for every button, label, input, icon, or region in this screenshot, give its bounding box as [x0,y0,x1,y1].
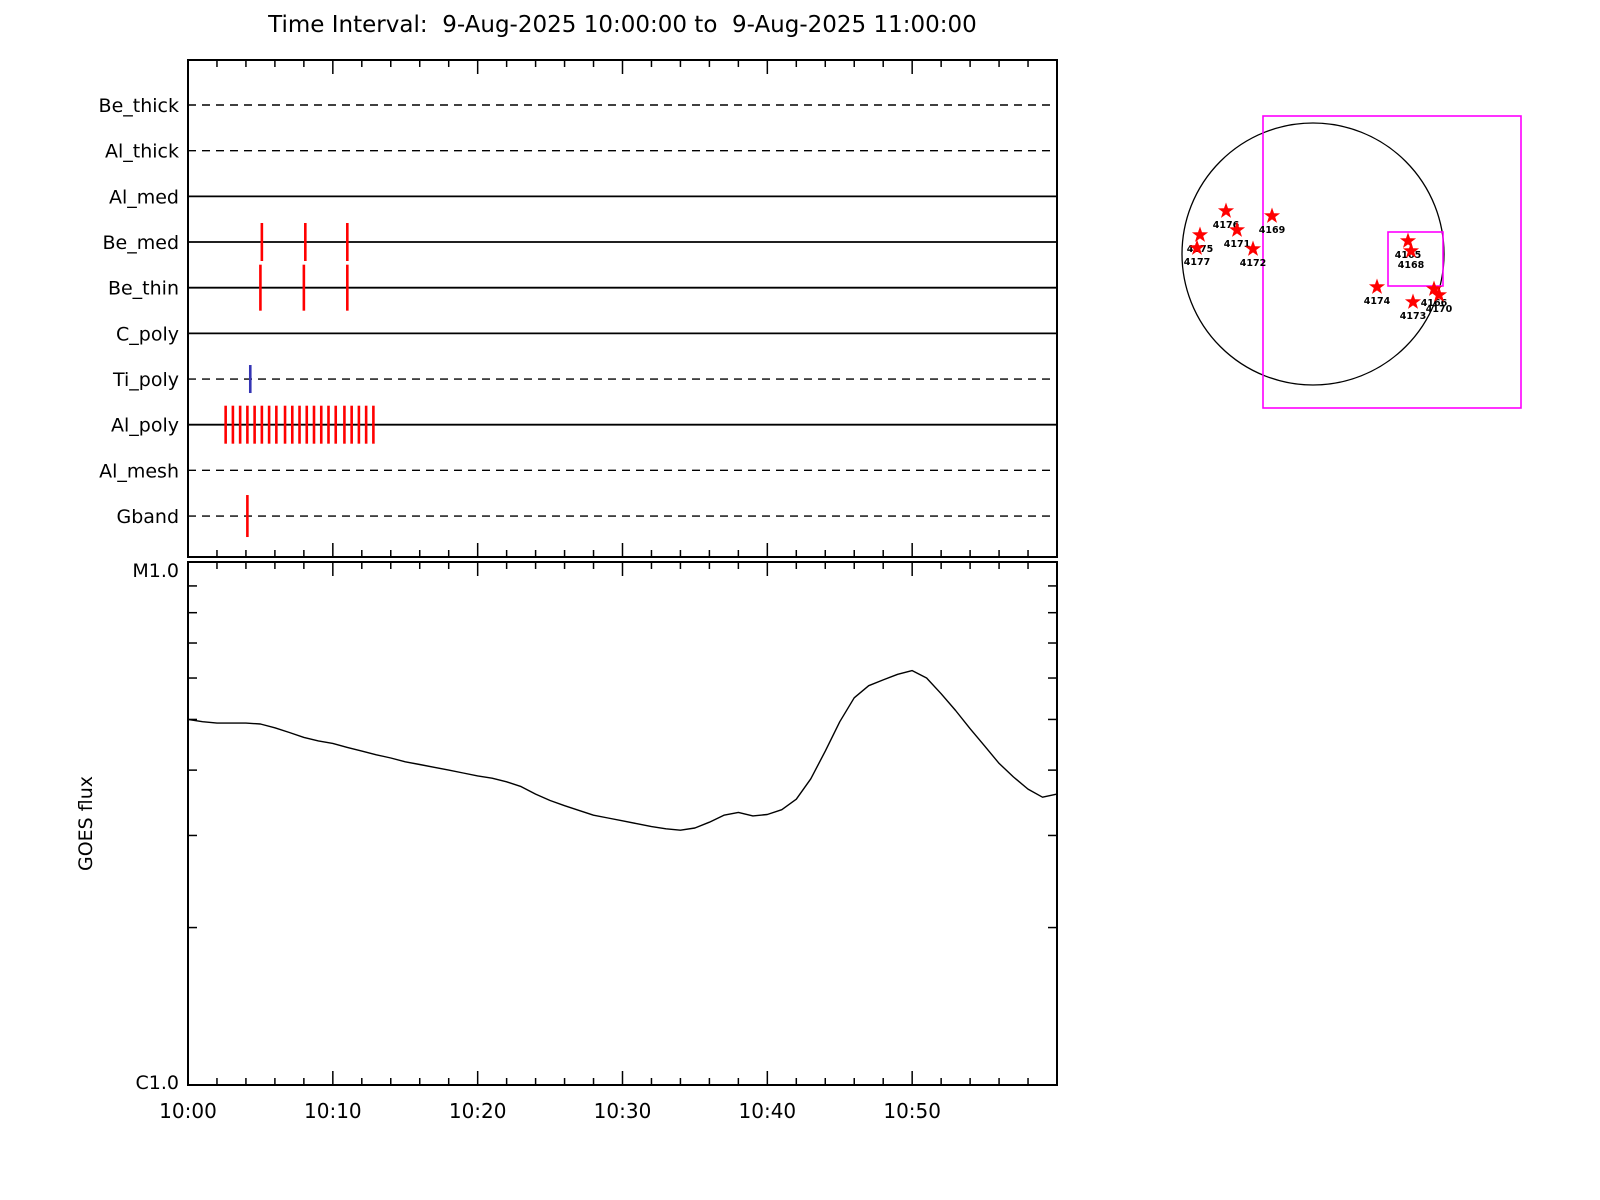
x-tick-label: 10:20 [449,1099,507,1123]
active-region-star [1430,286,1448,302]
page-title: Time Interval: 9-Aug-2025 10:00:00 to 9-… [268,12,977,38]
fov-rect-large [1262,115,1522,409]
active-region-star [1188,239,1206,255]
active-region-star [1191,226,1209,242]
active-region-star [1244,240,1262,256]
solar-disk-map: 4176416941714175417741724165416841744173… [1181,115,1522,409]
active-region-label: 4172 [1240,258,1266,269]
timeline-row-label: Gband [116,506,179,528]
x-tick-label: 10:10 [304,1099,362,1123]
active-region-label: 4166 [1421,298,1448,309]
x-tick-label: 10:00 [159,1099,217,1123]
active-region-star [1404,293,1422,309]
y-axis-bottom-label: C1.0 [136,1072,179,1094]
active-region-label: 4169 [1259,225,1285,236]
timeline-row-label: Be_thick [99,95,179,117]
active-region-label: 4174 [1364,296,1391,307]
timeline-row-label: Be_thin [108,278,179,300]
active-region-label: 4171 [1224,239,1250,250]
timeline-row-label: Al_poly [111,415,179,437]
timeline-row-label: C_poly [116,323,179,345]
active-region-star [1228,221,1246,237]
active-region-star [1368,278,1386,294]
active-region-label: 4176 [1213,220,1240,231]
goes-curve [187,669,1058,831]
timeline-row-label: Al_mesh [99,460,179,482]
x-tick-label: 10:40 [739,1099,797,1123]
active-region-star [1217,202,1235,218]
solar-disk [1181,122,1445,386]
timeline-row-label: Al_thick [105,141,179,163]
y-axis-title: GOES flux [75,776,97,871]
timeline-frame [187,59,1058,558]
active-region-label: 4168 [1398,260,1425,271]
x-tick-label: 10:50 [883,1099,941,1123]
active-region-star [1402,242,1420,258]
active-region-star [1263,207,1281,223]
y-axis-top-label: M1.0 [132,560,179,582]
goes-frame [187,561,1058,1086]
active-region-star [1399,232,1417,248]
x-tick-label: 10:30 [594,1099,652,1123]
timeline-row-label: Al_med [109,186,179,208]
active-region-label: 4170 [1426,304,1453,315]
fov-rect-small [1387,231,1444,287]
active-region-label: 4173 [1400,311,1426,322]
active-region-star [1425,280,1443,296]
timeline-row-label: Ti_poly [112,369,179,391]
timeline-row-label: Be_med [103,232,179,254]
active-region-label: 4177 [1184,257,1210,268]
